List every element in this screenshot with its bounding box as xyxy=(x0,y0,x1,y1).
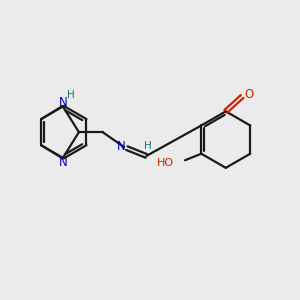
Text: H: H xyxy=(144,141,152,152)
Text: N: N xyxy=(117,140,126,153)
Text: O: O xyxy=(244,88,253,100)
Text: H: H xyxy=(67,90,75,100)
Text: HO: HO xyxy=(157,158,174,168)
Text: N: N xyxy=(59,96,68,109)
Text: N: N xyxy=(59,156,68,169)
